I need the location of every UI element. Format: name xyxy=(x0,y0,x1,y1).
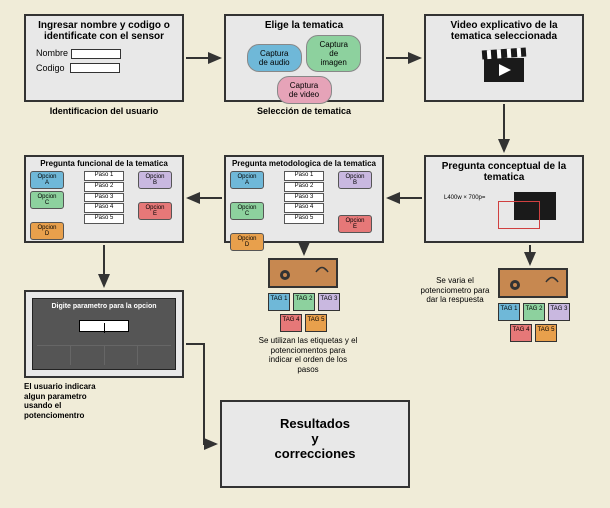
arrows xyxy=(0,0,610,508)
